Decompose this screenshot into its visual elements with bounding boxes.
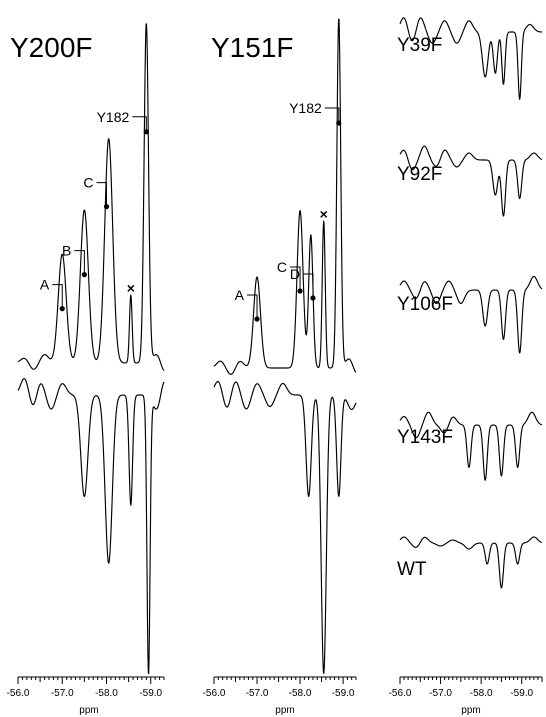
x-tick-label: -57.0 bbox=[429, 688, 452, 699]
spectrum-trace bbox=[399, 411, 543, 481]
trace-label: Y143F bbox=[397, 427, 453, 448]
artifact-marker: × bbox=[320, 206, 328, 222]
spectrum-trace bbox=[399, 17, 543, 100]
x-tick-label: -58.0 bbox=[289, 688, 312, 699]
peak-label: C bbox=[277, 259, 287, 275]
peak-label: B bbox=[62, 243, 71, 259]
trace-label: Y106F bbox=[397, 294, 453, 315]
x-tick-label: -58.0 bbox=[470, 688, 493, 699]
x-axis-title: ppm bbox=[275, 705, 294, 716]
x-tick-label: -57.0 bbox=[51, 688, 74, 699]
panel-1: Y200F A B C Y182 × -56.0 -57.0 -58.0 -59.0 ppm bbox=[7, 23, 165, 716]
trace-label: Y39F bbox=[397, 35, 442, 56]
x-tick-label: -58.0 bbox=[95, 688, 118, 699]
peak-leader-line bbox=[132, 116, 147, 132]
x-tick-label: -56.0 bbox=[7, 688, 30, 699]
peak-leader-line bbox=[96, 182, 107, 207]
peak-label: Y182 bbox=[97, 109, 130, 125]
artifact-marker: × bbox=[127, 280, 135, 296]
x-tick-label: -56.0 bbox=[389, 688, 412, 699]
peak-leader-line bbox=[74, 250, 85, 275]
peak-leader-line bbox=[302, 273, 314, 298]
peak-label: A bbox=[235, 287, 245, 303]
trace-label: Y92F bbox=[397, 164, 442, 185]
spectrum-upper bbox=[17, 23, 165, 372]
x-axis-title: ppm bbox=[461, 705, 480, 716]
peak-label: A bbox=[40, 277, 50, 293]
spectrum-lower bbox=[17, 378, 165, 675]
trace-label: WT bbox=[397, 559, 427, 580]
x-axis-title: ppm bbox=[79, 705, 98, 716]
x-tick-label: -57.0 bbox=[246, 688, 269, 699]
panel-title: Y151F bbox=[211, 32, 294, 63]
peak-label: D bbox=[290, 266, 300, 282]
x-tick-label: -59.0 bbox=[332, 688, 355, 699]
peak-leader-line bbox=[247, 294, 258, 319]
peak-label: Y182 bbox=[289, 100, 322, 116]
x-tick-label: -59.0 bbox=[510, 688, 533, 699]
peak-label: C bbox=[83, 175, 93, 191]
panel-3: Y39F Y92F Y106F Y143F WT -56.0 -57.0 -58.0 -59.… bbox=[389, 17, 543, 716]
x-tick-label: -59.0 bbox=[139, 688, 162, 699]
spectrum-trace bbox=[399, 275, 543, 354]
x-tick-label: -56.0 bbox=[203, 688, 226, 699]
panel-title: Y200F bbox=[10, 32, 93, 63]
peak-leader-line bbox=[290, 266, 301, 291]
peak-leader-line bbox=[324, 107, 340, 123]
spectrum-lower bbox=[213, 380, 357, 674]
spectrum-trace bbox=[399, 145, 543, 217]
spectrum-upper bbox=[213, 18, 357, 375]
peak-leader-line bbox=[52, 284, 63, 309]
spectrum-trace bbox=[399, 536, 543, 589]
panel-2: Y151F A C D Y182 × -56.0 -57.0 -58.0 -59.0 ppm bbox=[203, 18, 357, 716]
